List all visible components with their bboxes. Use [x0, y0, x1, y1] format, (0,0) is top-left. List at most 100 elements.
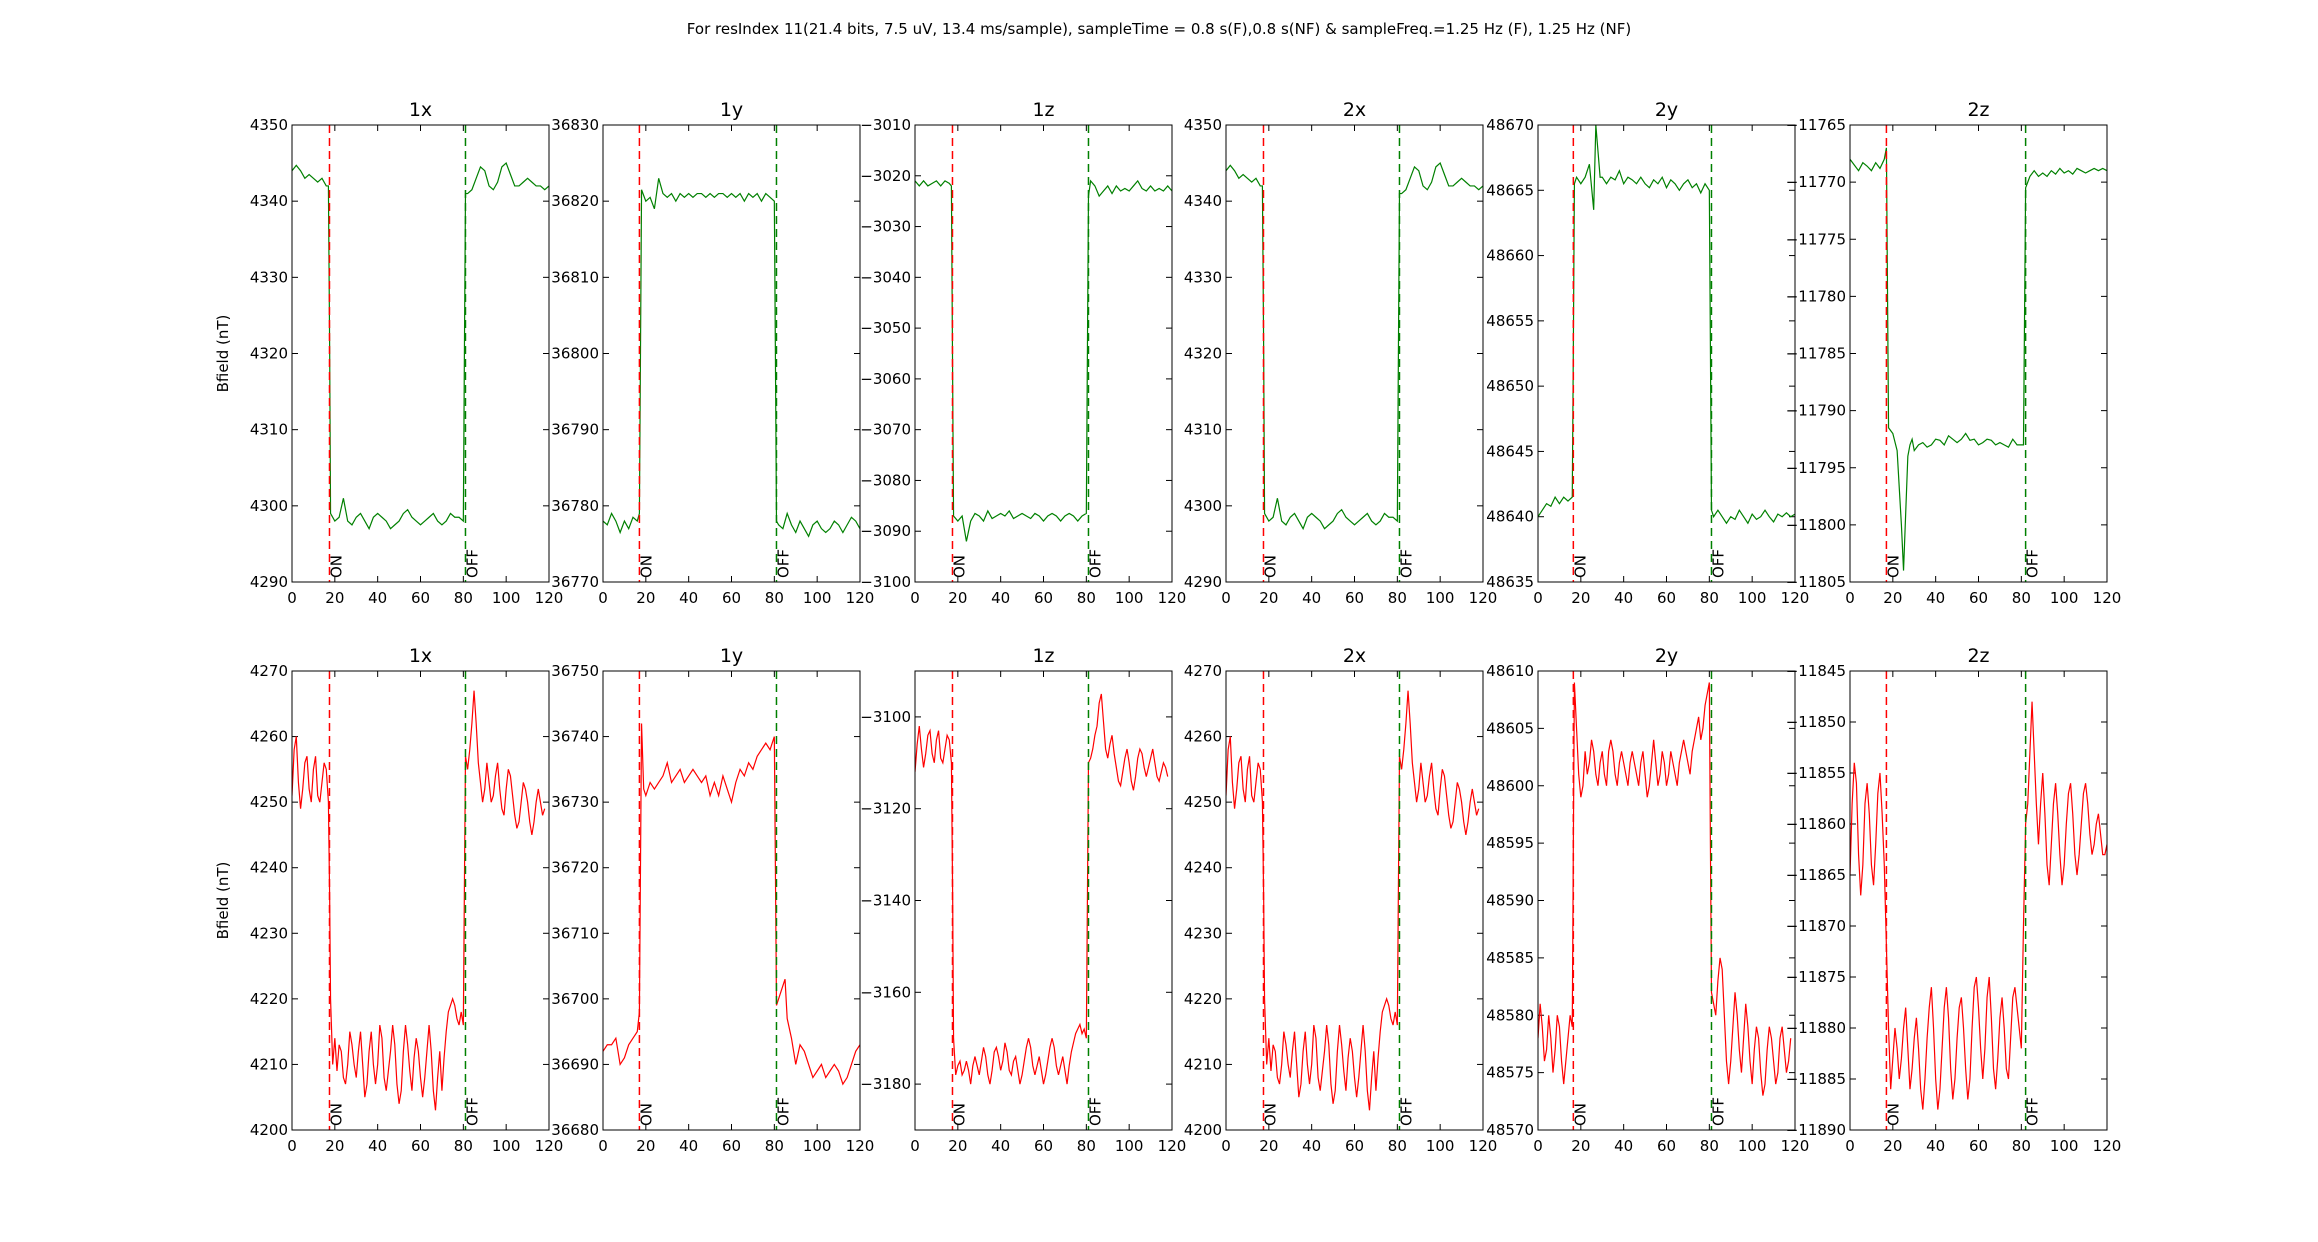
chart-top-4: 2y 0 20 40 60 80 100 120 48635 48640 48645 48650 486…	[1486, 99, 1809, 607]
chart-bottom-0-xtick-label: 0	[287, 1137, 297, 1155]
chart-top-5-xtick-label: 120	[2093, 589, 2122, 607]
chart-bottom-1-xtick-label: 80	[765, 1137, 784, 1155]
chart-bottom-5-ytick-label: −11855	[1786, 764, 1846, 782]
chart-bottom-4-ytick-label: 48585	[1486, 949, 1534, 967]
chart-top-4-xtick-label: 20	[1571, 589, 1590, 607]
chart-top-5-xtick-label: 80	[2012, 589, 2031, 607]
chart-top-5-series-line	[1850, 147, 2107, 571]
chart-bottom-0-ytick-label: 4210	[250, 1055, 288, 1073]
chart-top-1-ytick-label: 36770	[551, 573, 599, 591]
chart-bottom-3-ytick-label: 4270	[1184, 662, 1222, 680]
chart-bottom-5-ytick-label: −11885	[1786, 1070, 1846, 1088]
chart-top-0-ylabel: Bfield (nT)	[214, 315, 232, 393]
chart-bottom-1-xtick-label: 120	[846, 1137, 875, 1155]
chart-bottom-2-ytick-label: −3180	[860, 1075, 911, 1093]
chart-bottom-3: 2x 0 20 40 60 80 100 120 4200 4210 4220 4230 4240 425…	[1184, 645, 1498, 1155]
chart-bottom-3-ytick-label: 4240	[1184, 859, 1222, 877]
chart-bottom-4-ytick-label: 48595	[1486, 834, 1534, 852]
chart-bottom-4-xtick-label: 100	[1738, 1137, 1767, 1155]
chart-bottom-0-xtick-label: 40	[368, 1137, 387, 1155]
chart-top-4-ytick-label: 48645	[1486, 442, 1534, 460]
chart-bottom-2-xtick-label: 40	[991, 1137, 1010, 1155]
chart-top-5: 2z 0 20 40 60 80 100 120 −11805 −11800 −11795 −1179…	[1786, 99, 2122, 607]
chart-bottom-1-ytick-label: 36690	[551, 1055, 599, 1073]
chart-top-2-ytick-label: −3080	[860, 471, 911, 489]
chart-top-4-series-line	[1538, 125, 1795, 525]
chart-bottom-5-xtick-label: 0	[1845, 1137, 1855, 1155]
chart-bottom-5-title: 2z	[1967, 645, 1989, 667]
chart-bottom-5-xtick-label: 80	[2012, 1137, 2031, 1155]
chart-bottom-0-xtick-label: 100	[492, 1137, 521, 1155]
chart-bottom-5-ytick-label: −11865	[1786, 866, 1846, 884]
chart-bottom-0-ytick-label: 4200	[250, 1121, 288, 1139]
chart-bottom-3-xtick-label: 80	[1388, 1137, 1407, 1155]
chart-bottom-0-marker-off-label: OFF	[463, 1097, 481, 1126]
chart-top-3-xtick-label: 80	[1388, 589, 1407, 607]
chart-bottom-1-xtick-label: 20	[636, 1137, 655, 1155]
chart-bottom-4: 2y 0 20 40 60 80 100 120 48570 48575 48580 48585 485…	[1486, 645, 1809, 1155]
figure-title: For resIndex 11(21.4 bits, 7.5 uV, 13.4 …	[686, 20, 1632, 38]
chart-bottom-4-marker-off-label: OFF	[1709, 1097, 1727, 1126]
chart-top-5-marker-on-label: ON	[1884, 555, 1902, 578]
chart-bottom-0-ytick-label: 4240	[250, 859, 288, 877]
chart-bottom-3-xtick-label: 120	[1469, 1137, 1498, 1155]
chart-top-1-ytick-label: 36790	[551, 421, 599, 439]
chart-top-0-xtick-label: 20	[325, 589, 344, 607]
chart-top-0-xtick-label: 0	[287, 589, 297, 607]
chart-bottom-5-ytick-label: −11875	[1786, 968, 1846, 986]
chart-bottom-1-ytick-label: 36740	[551, 728, 599, 746]
chart-bottom-5-ytick-label: −11880	[1786, 1019, 1846, 1037]
chart-bottom-5-ytick-label: −11860	[1786, 815, 1846, 833]
chart-bottom-4-frame	[1537, 670, 1796, 1131]
chart-top-0-ytick-label: 4300	[250, 497, 288, 515]
chart-top-5-xtick-label: 100	[2050, 589, 2079, 607]
chart-bottom-4-ytick-label: 48605	[1486, 719, 1534, 737]
chart-top-5-frame	[1849, 124, 2108, 583]
chart-top-3-ytick-label: 4300	[1184, 497, 1222, 515]
chart-bottom-5-frame	[1849, 670, 2108, 1131]
chart-bottom-2-marker-off-label: OFF	[1086, 1097, 1104, 1126]
chart-bottom-1-title: 1y	[720, 645, 743, 667]
chart-top-0-marker-off-label: OFF	[463, 549, 481, 578]
chart-top-5-ytick-label: −11780	[1786, 287, 1846, 305]
chart-bottom-3-ytick-label: 4250	[1184, 793, 1222, 811]
chart-top-4-marker-off-label: OFF	[1709, 549, 1727, 578]
chart-bottom-0: 1x Bfield (nT) 0 20 40 60 80 100 120 4200 4210 4220…	[214, 645, 563, 1155]
chart-top-3-xtick-label: 0	[1221, 589, 1231, 607]
chart-top-1-frame	[602, 124, 861, 583]
chart-top-4-ytick-label: 48660	[1486, 247, 1534, 265]
chart-bottom-0-ytick-label: 4250	[250, 793, 288, 811]
chart-top-4-ytick-label: 48640	[1486, 508, 1534, 526]
chart-bottom-3-marker-off-label: OFF	[1397, 1097, 1415, 1126]
chart-top-1-xtick-label: 100	[803, 589, 832, 607]
chart-bottom-5-marker-off-label: OFF	[2024, 1097, 2042, 1126]
chart-bottom-0-xtick-label: 120	[535, 1137, 564, 1155]
chart-bottom-4-series-line	[1538, 682, 1792, 1096]
chart-top-2: 1z 0 20 40 60 80 100 120 −3100 −3090 −3080 −3070 −30…	[860, 99, 1186, 607]
chart-bottom-4-marker-on-label: ON	[1571, 1103, 1589, 1126]
chart-top-2-ytick-label: −3020	[860, 167, 911, 185]
chart-bottom-4-xtick-label: 20	[1571, 1137, 1590, 1155]
chart-top-0-ytick-label: 4350	[250, 116, 288, 134]
chart-bottom-0-xtick-label: 60	[411, 1137, 430, 1155]
chart-top-0-xtick-label: 100	[492, 589, 521, 607]
chart-top-2-xtick-label: 120	[1158, 589, 1187, 607]
chart-bottom-3-title: 2x	[1343, 645, 1366, 667]
chart-bottom-5-ytick-label: −11850	[1786, 713, 1846, 731]
chart-top-4-ytick-label: 48655	[1486, 312, 1534, 330]
chart-top-5-ytick-label: −11800	[1786, 516, 1846, 534]
chart-bottom-2-xtick-label: 60	[1034, 1137, 1053, 1155]
chart-top-1-ytick-label: 36830	[551, 116, 599, 134]
chart-top-4-ytick-label: 48670	[1486, 116, 1534, 134]
chart-bottom-4-ytick-label: 48575	[1486, 1064, 1534, 1082]
chart-bottom-3-ytick-label: 4200	[1184, 1121, 1222, 1139]
chart-bottom-5-xtick-label: 60	[1969, 1137, 1988, 1155]
chart-bottom-0-title: 1x	[409, 645, 432, 667]
chart-bottom-3-xtick-label: 60	[1345, 1137, 1364, 1155]
chart-bottom-3-frame	[1225, 670, 1484, 1131]
chart-top-0-ytick-label: 4330	[250, 268, 288, 286]
chart-top-2-ytick-label: −3100	[860, 573, 911, 591]
chart-top-5-ytick-label: −11775	[1786, 230, 1846, 248]
chart-bottom-1-xtick-label: 60	[722, 1137, 741, 1155]
